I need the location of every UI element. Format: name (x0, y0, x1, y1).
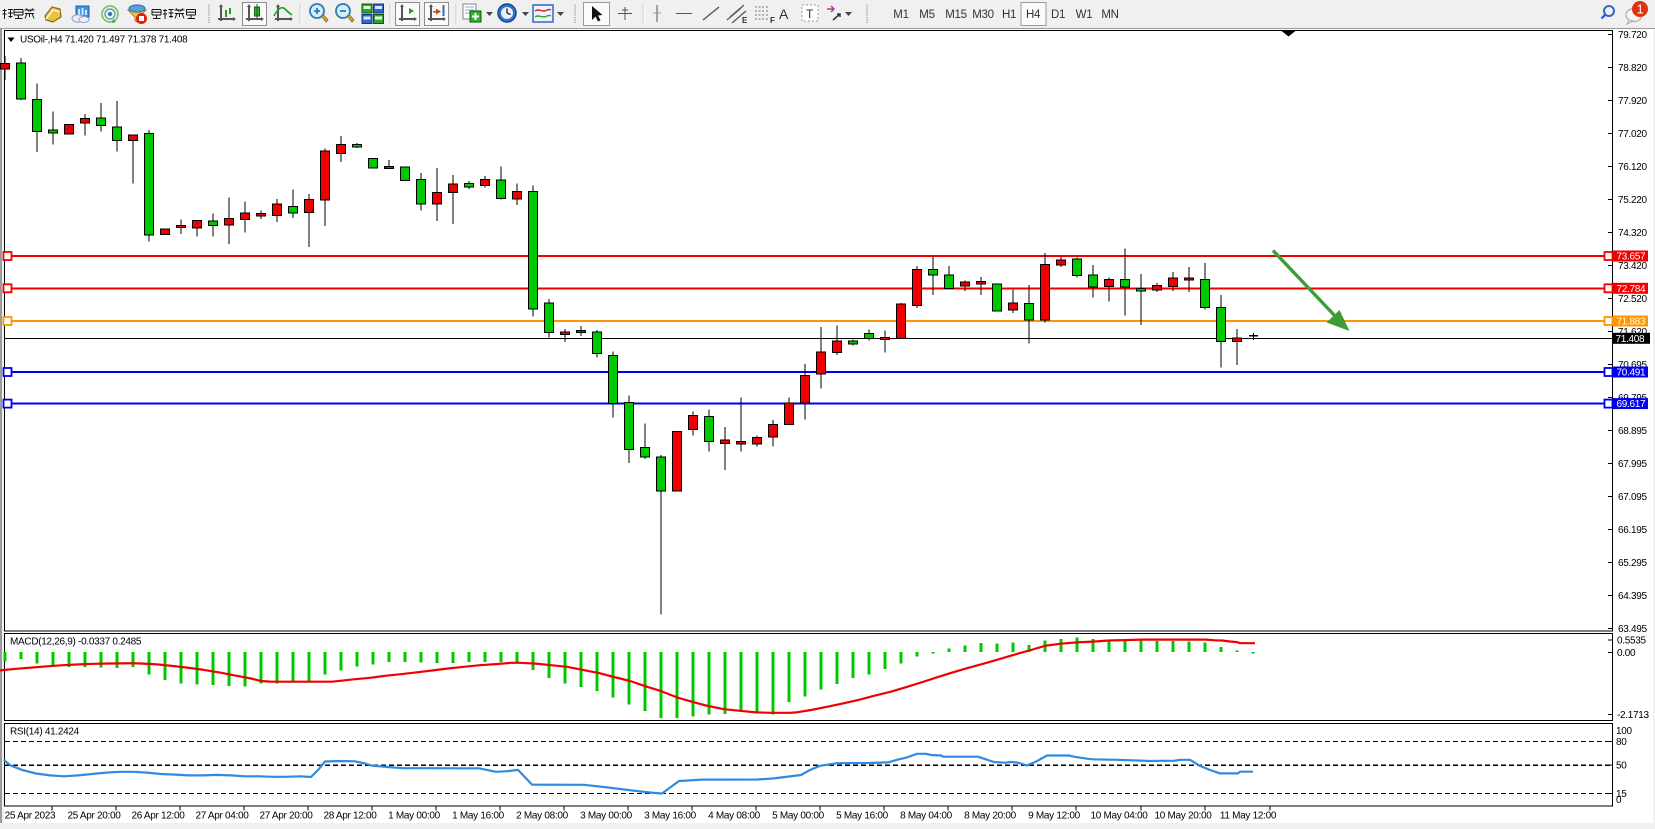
svg-text:3 May 16:00: 3 May 16:00 (644, 811, 696, 822)
svg-text:W1: W1 (1076, 9, 1093, 21)
svg-text:25 Apr 2023: 25 Apr 2023 (5, 811, 56, 822)
svg-text:9 May 12:00: 9 May 12:00 (1028, 811, 1080, 822)
svg-text:67.095: 67.095 (1618, 492, 1648, 503)
svg-text:79.720: 79.720 (1618, 30, 1648, 41)
svg-text:74.320: 74.320 (1618, 228, 1648, 239)
svg-text:5 May 16:00: 5 May 16:00 (836, 811, 888, 822)
svg-text:70.491: 70.491 (1617, 368, 1647, 379)
svg-text:A: A (779, 6, 789, 22)
svg-text:75.220: 75.220 (1618, 195, 1648, 206)
svg-text:USOil-,H4 71.420 71.497 71.37: USOil-,H4 71.420 71.497 71.378 71.408 (20, 35, 188, 46)
svg-text:15: 15 (1616, 789, 1627, 800)
svg-text:63.495: 63.495 (1618, 624, 1648, 635)
svg-text:M15: M15 (945, 9, 966, 21)
svg-text:77.020: 77.020 (1618, 129, 1648, 140)
svg-text:69.617: 69.617 (1617, 399, 1647, 410)
svg-text:71.620: 71.620 (1618, 327, 1648, 338)
svg-text:H1: H1 (1002, 9, 1016, 21)
svg-text:3 May 00:00: 3 May 00:00 (580, 811, 632, 822)
svg-text:0.5535: 0.5535 (1617, 636, 1647, 647)
svg-text:50: 50 (1616, 761, 1627, 772)
svg-text:F: F (770, 16, 775, 25)
svg-text:68.895: 68.895 (1618, 426, 1648, 437)
svg-text:D1: D1 (1051, 9, 1065, 21)
svg-text:80: 80 (1616, 737, 1627, 748)
svg-text:66.195: 66.195 (1618, 525, 1648, 536)
svg-text:76.120: 76.120 (1618, 162, 1648, 173)
svg-text:T: T (806, 7, 814, 21)
svg-text:28 Apr 12:00: 28 Apr 12:00 (323, 811, 377, 822)
svg-text:MN: MN (1101, 9, 1118, 21)
svg-text:0.00: 0.00 (1617, 648, 1636, 659)
svg-text:1 May 00:00: 1 May 00:00 (388, 811, 440, 822)
svg-text:5 May 00:00: 5 May 00:00 (772, 811, 824, 822)
svg-text:72.520: 72.520 (1618, 294, 1648, 305)
svg-text:H4: H4 (1026, 9, 1041, 21)
svg-text:26 Apr 12:00: 26 Apr 12:00 (131, 811, 185, 822)
svg-text:4 May 08:00: 4 May 08:00 (708, 811, 760, 822)
svg-text:73.420: 73.420 (1618, 261, 1648, 272)
svg-text:M30: M30 (972, 9, 993, 21)
svg-text:8 May 04:00: 8 May 04:00 (900, 811, 952, 822)
svg-text:10 May 04:00: 10 May 04:00 (1091, 811, 1149, 822)
svg-text:78.820: 78.820 (1618, 63, 1648, 74)
svg-text:64.395: 64.395 (1618, 591, 1648, 602)
svg-text:27 Apr 04:00: 27 Apr 04:00 (195, 811, 249, 822)
svg-text:E: E (742, 16, 748, 25)
svg-text:M1: M1 (893, 9, 908, 21)
svg-text:-2.1713: -2.1713 (1617, 710, 1650, 721)
svg-text:11 May 12:00: 11 May 12:00 (1220, 811, 1277, 822)
svg-text:25 Apr 20:00: 25 Apr 20:00 (67, 811, 121, 822)
svg-text:67.995: 67.995 (1618, 459, 1648, 470)
svg-text:73.657: 73.657 (1617, 252, 1647, 263)
svg-text:72.784: 72.784 (1617, 284, 1647, 295)
svg-text:77.920: 77.920 (1618, 96, 1648, 107)
svg-text:0: 0 (1616, 795, 1622, 806)
svg-text:2 May 08:00: 2 May 08:00 (516, 811, 568, 822)
svg-text:65.295: 65.295 (1618, 558, 1648, 569)
svg-text:71.883: 71.883 (1617, 317, 1647, 328)
svg-text:1: 1 (1637, 2, 1644, 17)
svg-text:27 Apr 20:00: 27 Apr 20:00 (259, 811, 313, 822)
svg-text:8 May 20:00: 8 May 20:00 (964, 811, 1016, 822)
svg-text:1 May 16:00: 1 May 16:00 (452, 811, 504, 822)
svg-text:10 May 20:00: 10 May 20:00 (1155, 811, 1213, 822)
svg-text:100: 100 (1616, 726, 1633, 737)
svg-text:71.408: 71.408 (1616, 334, 1646, 345)
svg-text:70.695: 70.695 (1618, 360, 1648, 371)
svg-text:MACD(12,26,9) -0.0337 0.2485: MACD(12,26,9) -0.0337 0.2485 (10, 637, 142, 648)
svg-text:RSI(14) 41.2424: RSI(14) 41.2424 (10, 727, 80, 738)
svg-text:M5: M5 (919, 9, 934, 21)
